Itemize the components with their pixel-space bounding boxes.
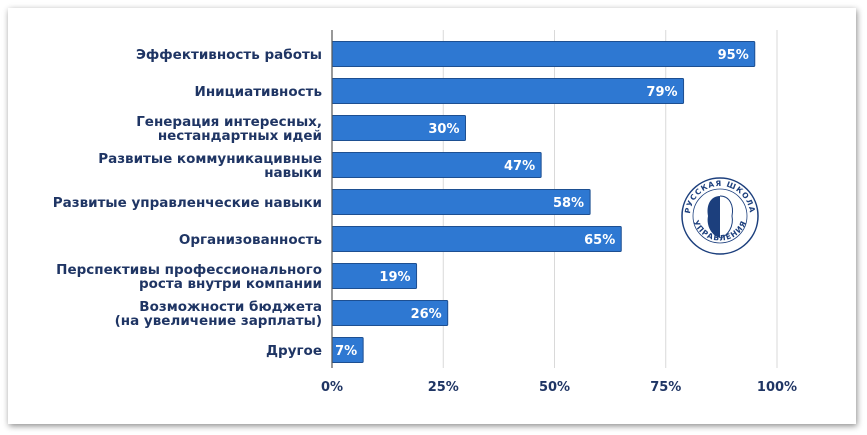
bar-value-label: 47%: [504, 159, 535, 174]
category-label: Другое: [266, 343, 322, 359]
logo: РУССКАЯ ШКОЛА УПРАВЛЕНИЯ: [681, 177, 759, 255]
category-label: Инициативность: [195, 84, 322, 100]
bar-value-label: 7%: [335, 344, 357, 359]
x-tick-label: 0%: [321, 380, 343, 395]
bar: [331, 226, 622, 252]
category-label: Генерация интересных, нестандартных идей: [136, 114, 322, 144]
bar-value-label: 58%: [553, 196, 584, 211]
category-label: Развитые управленческие навыки: [53, 195, 322, 211]
bar: [331, 78, 685, 104]
x-tick-label: 75%: [650, 380, 681, 395]
bar-value-label: 95%: [718, 48, 749, 63]
x-tick-label: 50%: [539, 380, 570, 395]
bar-value-label: 19%: [379, 270, 410, 285]
category-label: Эффективность работы: [136, 47, 322, 63]
bar: [331, 41, 756, 67]
bar-value-label: 30%: [428, 122, 459, 137]
bar-value-label: 79%: [646, 85, 677, 100]
category-label: Возможности бюджета (на увеличение зарпла…: [115, 299, 322, 329]
category-label: Развитые коммуникацивные навыки: [98, 151, 322, 181]
x-tick-label: 100%: [757, 380, 797, 395]
x-tick-label: 25%: [428, 380, 459, 395]
category-label: Организованность: [179, 232, 322, 248]
bar-value-label: 26%: [411, 307, 442, 322]
bar: [331, 189, 591, 215]
bar-value-label: 65%: [584, 233, 615, 248]
category-label: Перспективы профессионального роста внутр…: [56, 262, 322, 292]
